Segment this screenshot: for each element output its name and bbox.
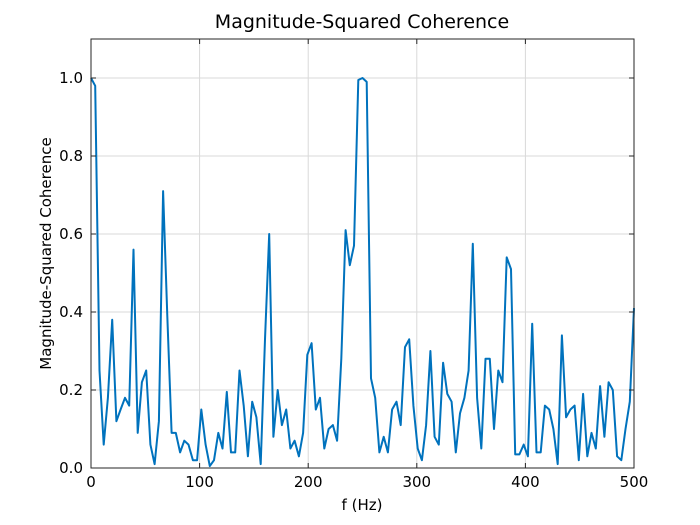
x-tick-label: 500: [620, 473, 649, 491]
plot-frame: [90, 38, 635, 469]
y-tick-label: 0.0: [59, 459, 83, 477]
chart-title: Magnitude-Squared Coherence: [215, 11, 509, 33]
grid: [90, 39, 635, 469]
coherence-line: [90, 77, 635, 468]
x-tick-label: 300: [402, 473, 431, 491]
y-tick-labels: 0.0 0.2 0.4 0.6 0.8 1.0: [59, 69, 83, 477]
x-tick-label: 100: [185, 473, 214, 491]
ticks: [90, 39, 635, 469]
y-axis-label: Magnitude-Squared Coherence: [37, 137, 55, 369]
y-tick-label: 0.8: [59, 147, 83, 165]
series-layer: [90, 77, 635, 468]
x-axis-label: f (Hz): [342, 496, 383, 514]
y-tick-label: 1.0: [59, 69, 83, 87]
x-tick-label: 0: [86, 473, 96, 491]
x-tick-label: 200: [294, 473, 323, 491]
x-tick-label: 400: [511, 473, 540, 491]
y-tick-label: 0.6: [59, 225, 83, 243]
y-tick-label: 0.2: [59, 381, 83, 399]
y-tick-label: 0.4: [59, 303, 83, 321]
x-tick-labels: 0 100 200 300 400 500: [86, 473, 648, 491]
